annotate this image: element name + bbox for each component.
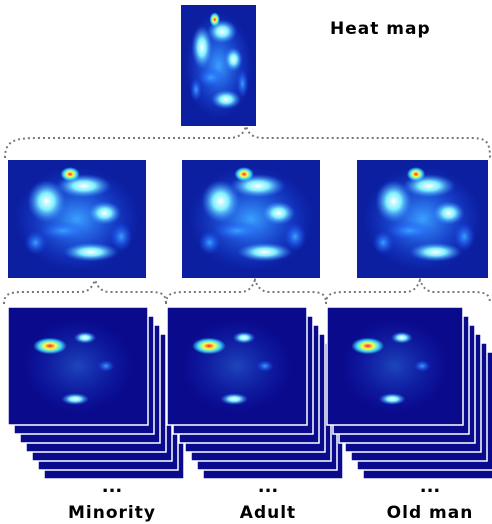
diagram: Heat map ... Minority ... Adult ... Old …: [0, 0, 492, 524]
group-heat-map: [8, 160, 146, 278]
stack-layer: [167, 307, 307, 425]
ellipsis: ...: [420, 476, 441, 497]
stack-layer: [8, 307, 148, 425]
brace: [5, 126, 490, 158]
ellipsis: ...: [102, 476, 123, 497]
heat-map-image: [181, 5, 256, 126]
brace: [326, 280, 490, 304]
group-heat-map: [357, 160, 488, 278]
brace: [166, 280, 326, 304]
stacks: [8, 307, 492, 479]
ellipsis: ...: [258, 476, 279, 497]
heat-map-label: Heat map: [330, 19, 431, 39]
group-label: Minority: [68, 503, 156, 523]
brace: [4, 280, 166, 304]
stack-layer: [327, 307, 463, 425]
group-label: Old man: [387, 503, 474, 523]
group-heat-map: [182, 160, 320, 278]
group-label: Adult: [240, 503, 296, 523]
